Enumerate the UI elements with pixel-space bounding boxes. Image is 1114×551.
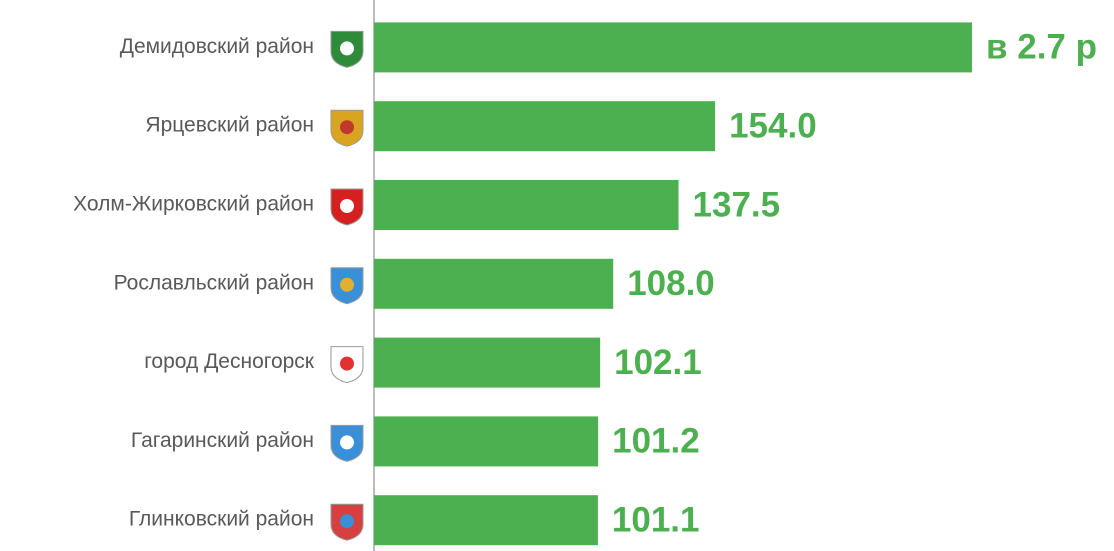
value-label: 137.5 <box>693 185 781 224</box>
bar <box>374 22 972 73</box>
category-label: Демидовский район <box>120 35 314 58</box>
emblem-detail <box>340 41 354 56</box>
emblem-detail <box>340 199 354 213</box>
bar <box>374 101 716 152</box>
bar <box>374 495 598 546</box>
emblem-detail <box>340 435 354 450</box>
category-label: Гагаринский район <box>131 429 314 452</box>
emblem-detail <box>340 514 354 529</box>
value-label: 101.1 <box>612 500 700 539</box>
emblem-detail <box>340 277 354 292</box>
category-label: Ярцевский район <box>145 114 314 137</box>
category-label: Холм-Жирковский район <box>73 193 314 216</box>
value-label: 108.0 <box>627 264 715 303</box>
bar <box>374 180 679 230</box>
value-label: в 2.7 р <box>986 28 1097 67</box>
bar <box>374 337 601 388</box>
bar <box>374 258 614 309</box>
emblem-detail <box>340 120 354 135</box>
value-label: 154.0 <box>729 106 817 145</box>
value-label: 102.1 <box>614 343 702 382</box>
emblem-detail <box>340 356 354 371</box>
category-label: город Десногорск <box>144 350 315 373</box>
bar <box>374 416 599 467</box>
value-label: 101.2 <box>612 422 700 461</box>
category-label: Глинковский район <box>129 508 314 531</box>
category-label: Рославльский район <box>114 271 314 294</box>
